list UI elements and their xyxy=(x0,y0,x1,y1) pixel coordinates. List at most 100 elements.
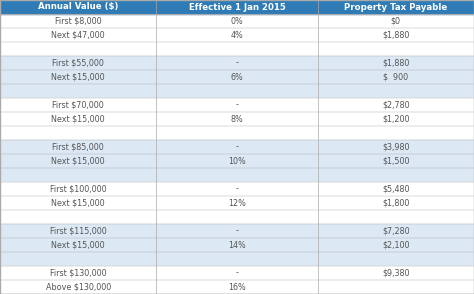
Text: 4%: 4% xyxy=(231,31,243,39)
Bar xyxy=(156,210,318,224)
Bar xyxy=(0,42,156,56)
Bar xyxy=(156,238,318,252)
Bar xyxy=(0,56,156,70)
Text: $1,880: $1,880 xyxy=(382,59,410,68)
Text: 12%: 12% xyxy=(228,198,246,208)
Text: First $55,000: First $55,000 xyxy=(52,59,104,68)
Text: Next $15,000: Next $15,000 xyxy=(51,240,105,250)
Bar xyxy=(318,14,474,28)
Bar xyxy=(156,56,318,70)
Bar xyxy=(318,112,474,126)
Text: $1,500: $1,500 xyxy=(382,156,410,166)
Text: Next $47,000: Next $47,000 xyxy=(51,31,105,39)
Bar xyxy=(0,112,156,126)
Text: 8%: 8% xyxy=(231,114,243,123)
Bar xyxy=(0,238,156,252)
Text: Next $15,000: Next $15,000 xyxy=(51,73,105,81)
Text: $5,480: $5,480 xyxy=(382,185,410,193)
Text: First $100,000: First $100,000 xyxy=(50,185,107,193)
Bar xyxy=(156,112,318,126)
Bar xyxy=(0,140,156,154)
Bar xyxy=(318,140,474,154)
Text: -: - xyxy=(236,101,238,109)
Text: $2,100: $2,100 xyxy=(382,240,410,250)
Text: -: - xyxy=(236,226,238,235)
Bar xyxy=(318,252,474,266)
Bar xyxy=(0,196,156,210)
Bar xyxy=(0,168,156,182)
Text: $0: $0 xyxy=(391,16,401,26)
Bar xyxy=(0,154,156,168)
Bar xyxy=(0,0,156,14)
Text: Next $15,000: Next $15,000 xyxy=(51,156,105,166)
Text: 0%: 0% xyxy=(231,16,243,26)
Bar xyxy=(0,210,156,224)
Text: 16%: 16% xyxy=(228,283,246,291)
Bar xyxy=(318,266,474,280)
Text: $7,280: $7,280 xyxy=(382,226,410,235)
Bar xyxy=(0,70,156,84)
Text: Annual Value ($): Annual Value ($) xyxy=(38,3,118,11)
Text: -: - xyxy=(236,185,238,193)
Text: -: - xyxy=(236,59,238,68)
Text: Property Tax Payable: Property Tax Payable xyxy=(344,3,447,11)
Bar xyxy=(318,28,474,42)
Text: 10%: 10% xyxy=(228,156,246,166)
Bar xyxy=(0,98,156,112)
Bar xyxy=(0,182,156,196)
Bar xyxy=(156,182,318,196)
Bar xyxy=(318,70,474,84)
Bar xyxy=(0,28,156,42)
Text: -: - xyxy=(236,143,238,151)
Bar xyxy=(0,14,156,28)
Bar xyxy=(156,280,318,294)
Bar xyxy=(156,42,318,56)
Bar xyxy=(0,280,156,294)
Bar xyxy=(156,84,318,98)
Text: 14%: 14% xyxy=(228,240,246,250)
Bar xyxy=(0,266,156,280)
Bar xyxy=(318,224,474,238)
Bar xyxy=(318,56,474,70)
Bar xyxy=(156,14,318,28)
Text: $1,880: $1,880 xyxy=(382,31,410,39)
Bar xyxy=(156,140,318,154)
Bar xyxy=(0,126,156,140)
Text: First $8,000: First $8,000 xyxy=(55,16,101,26)
Bar xyxy=(318,126,474,140)
Text: Above $130,000: Above $130,000 xyxy=(46,283,111,291)
Bar xyxy=(318,280,474,294)
Text: $3,980: $3,980 xyxy=(382,143,410,151)
Bar xyxy=(156,70,318,84)
Bar xyxy=(318,238,474,252)
Bar xyxy=(156,0,318,14)
Text: Next $15,000: Next $15,000 xyxy=(51,114,105,123)
Bar xyxy=(156,98,318,112)
Bar xyxy=(156,168,318,182)
Bar xyxy=(318,154,474,168)
Bar xyxy=(318,196,474,210)
Bar xyxy=(318,168,474,182)
Text: First $85,000: First $85,000 xyxy=(52,143,104,151)
Bar xyxy=(156,126,318,140)
Text: $2,780: $2,780 xyxy=(382,101,410,109)
Bar xyxy=(318,0,474,14)
Text: First $115,000: First $115,000 xyxy=(50,226,107,235)
Bar xyxy=(318,98,474,112)
Text: First $130,000: First $130,000 xyxy=(50,268,107,278)
Bar xyxy=(0,224,156,238)
Text: 6%: 6% xyxy=(231,73,243,81)
Text: $  900: $ 900 xyxy=(383,73,409,81)
Bar xyxy=(0,252,156,266)
Text: -: - xyxy=(236,268,238,278)
Bar xyxy=(156,154,318,168)
Bar xyxy=(318,210,474,224)
Text: First $70,000: First $70,000 xyxy=(52,101,104,109)
Bar xyxy=(318,84,474,98)
Bar xyxy=(0,84,156,98)
Text: Effective 1 Jan 2015: Effective 1 Jan 2015 xyxy=(189,3,285,11)
Text: Next $15,000: Next $15,000 xyxy=(51,198,105,208)
Bar xyxy=(156,266,318,280)
Text: $9,380: $9,380 xyxy=(382,268,410,278)
Bar xyxy=(156,224,318,238)
